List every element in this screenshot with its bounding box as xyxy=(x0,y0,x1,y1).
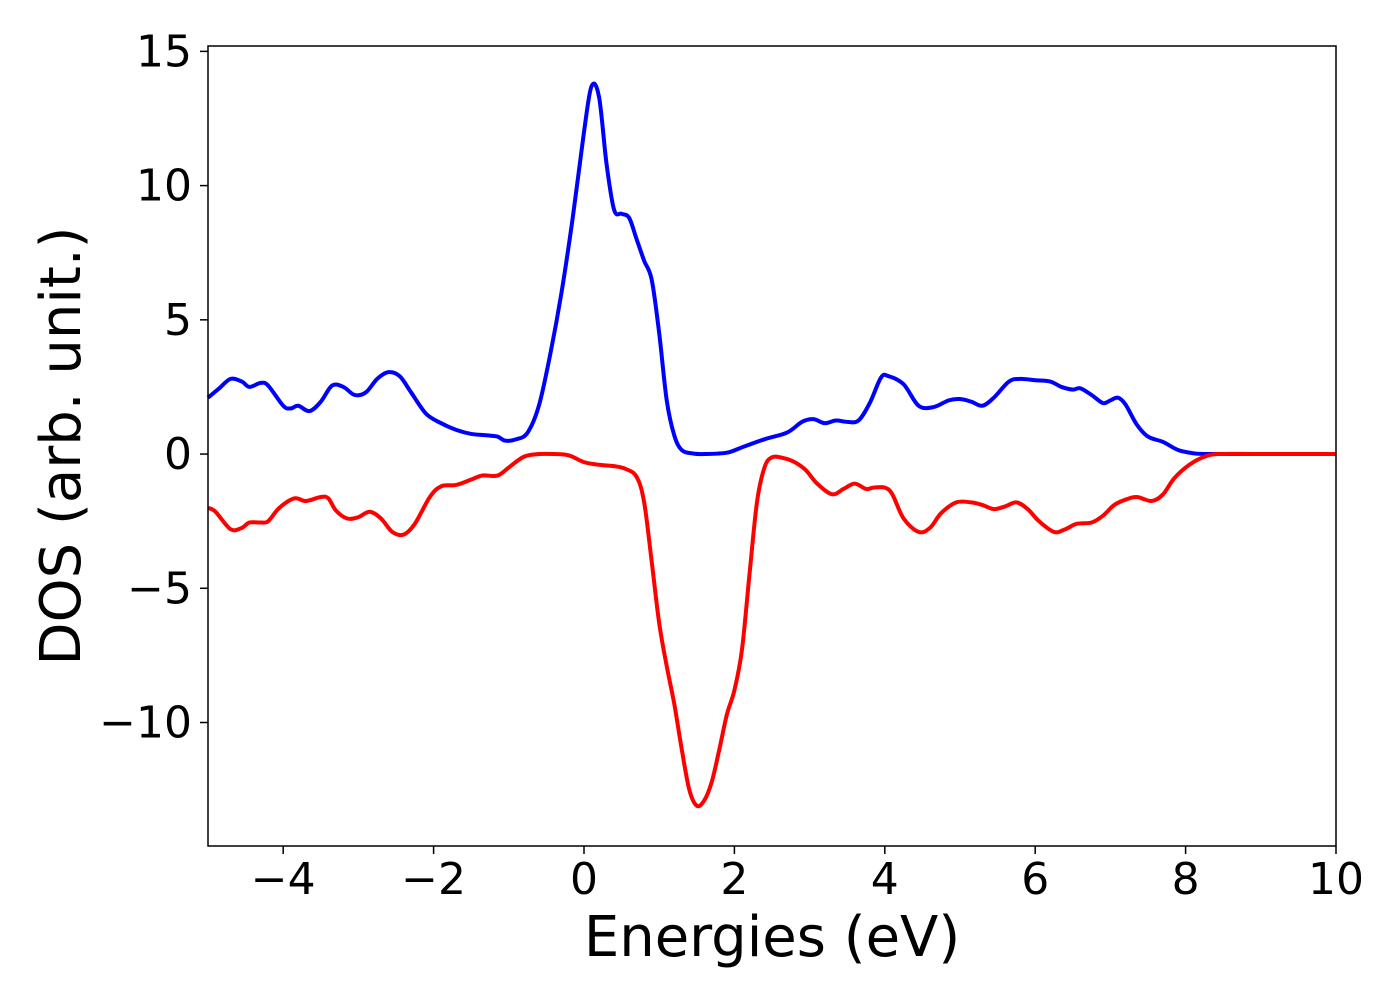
x-axis-label: Energies (eV) xyxy=(584,905,960,970)
x-tick-label: 8 xyxy=(1172,854,1200,905)
x-tick-label: −4 xyxy=(251,854,316,905)
y-tick-label: −5 xyxy=(127,563,192,614)
y-tick-label: 10 xyxy=(136,161,192,212)
x-tick-label: 6 xyxy=(1021,854,1049,905)
x-tick-label: 4 xyxy=(871,854,899,905)
x-tick-label: −2 xyxy=(401,854,466,905)
ticks-layer: −4 −2 0 2 4 6 8 10 −10 −5 0 5 10 15 xyxy=(99,26,1364,905)
y-tick-label: 5 xyxy=(164,295,192,346)
y-tick-label: 0 xyxy=(164,429,192,480)
x-tick-label: 0 xyxy=(570,854,598,905)
y-axis-label: DOS (arb. unit.) xyxy=(29,226,94,665)
series-layer xyxy=(206,81,1336,809)
plot-frame xyxy=(207,45,1337,847)
x-tick-label: 10 xyxy=(1308,854,1364,905)
series-line-2 xyxy=(207,451,1336,809)
y-tick-label: −10 xyxy=(99,698,192,749)
y-tick-label: 15 xyxy=(136,26,192,77)
x-tick-label: 2 xyxy=(720,854,748,905)
series-line-1 xyxy=(206,81,1336,457)
